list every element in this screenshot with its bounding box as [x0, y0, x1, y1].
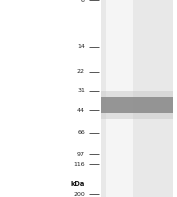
- Text: 22: 22: [77, 70, 85, 74]
- Bar: [101, 0, 173, 197]
- Bar: [106, 0, 133, 197]
- Bar: [101, 91, 173, 119]
- Text: 200: 200: [73, 192, 85, 197]
- Text: 97: 97: [77, 152, 85, 157]
- Text: 14: 14: [77, 45, 85, 49]
- Text: 44: 44: [77, 108, 85, 113]
- Text: 31: 31: [77, 88, 85, 94]
- Text: 66: 66: [77, 130, 85, 135]
- Bar: [101, 97, 173, 113]
- Text: kDa: kDa: [71, 181, 85, 187]
- Text: 116: 116: [73, 162, 85, 167]
- Text: 6: 6: [81, 0, 85, 3]
